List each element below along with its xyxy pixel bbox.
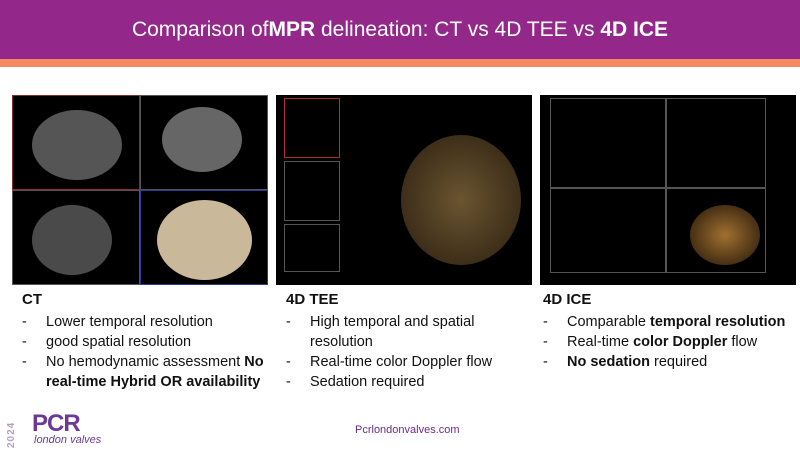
- bullet-text: No sedation required: [567, 352, 707, 372]
- bullet-item: - High temporal and spatial resolution: [286, 312, 536, 352]
- column-title: 4D TEE: [286, 291, 339, 308]
- bullet-text: Lower temporal resolution: [46, 312, 213, 332]
- bullet-dash: -: [22, 354, 27, 370]
- bullet-text: Comparable temporal resolution: [567, 312, 785, 332]
- bullet-text: Sedation required: [310, 372, 424, 392]
- bullet-dash: -: [543, 354, 548, 370]
- accent-stripe: [0, 59, 800, 67]
- bullet-text: Real-time color Doppler flow: [567, 332, 757, 352]
- bullet-segment: High temporal and spatial resolution: [310, 314, 479, 350]
- ice-4d-image: [540, 95, 796, 285]
- bullet-text: Real-time color Doppler flow: [310, 352, 492, 372]
- bullet-segment: Real-time color Doppler flow: [310, 354, 493, 370]
- bullet-item: - No sedation required: [543, 352, 793, 372]
- bullet-text: good spatial resolution: [46, 332, 191, 352]
- bullet-dash: -: [286, 314, 291, 330]
- bullet-item: - good spatial resolution: [22, 332, 272, 352]
- bullet-segment: No hemodynamic assessment: [46, 354, 245, 370]
- bullet-item: - No hemodynamic assessment No real-time …: [22, 352, 272, 392]
- bullet-item: - Comparable temporal resolution: [543, 312, 793, 332]
- bullet-dash: -: [286, 354, 291, 370]
- bullet-segment: good spatial resolution: [46, 334, 192, 350]
- bullet-item: - Real-time color Doppler flow: [543, 332, 793, 352]
- bullet-item: - Sedation required: [286, 372, 536, 392]
- ct-column: CT - Lower temporal resolution - good spatia…: [22, 290, 272, 392]
- bullet-segment: Comparable: [567, 314, 651, 330]
- bullet-segment: color Doppler: [633, 334, 728, 350]
- footer-url[interactable]: Pcrlondonvalves.com: [355, 424, 460, 436]
- bullet-segment: flow: [727, 334, 758, 350]
- bullet-segment: No sedation: [567, 354, 650, 370]
- column-title: CT: [22, 291, 42, 308]
- bullet-item: - Lower temporal resolution: [22, 312, 272, 332]
- bullet-segment: required: [649, 354, 708, 370]
- bullet-dash: -: [543, 314, 548, 330]
- tee-4d-image: [276, 95, 532, 285]
- ct-mpr-image: [12, 95, 268, 285]
- bullet-segment: Lower temporal resolution: [46, 314, 213, 330]
- bullet-dash: -: [22, 314, 27, 330]
- ice-column: 4D ICE - Comparable temporal resolution - Re…: [543, 290, 793, 372]
- bullet-dash: -: [22, 334, 27, 350]
- bullet-text: No hemodynamic assessment No real-time H…: [46, 352, 272, 392]
- bullet-dash: -: [286, 374, 291, 390]
- pcr-logo: 2024 PCR london valves: [6, 410, 102, 448]
- bullet-segment: Real-time: [567, 334, 634, 350]
- bullet-segment: No real-time Hybrid OR availability: [46, 354, 268, 390]
- tee-column: 4D TEE - High temporal and spatial resolut…: [286, 290, 536, 392]
- bullet-item: - Real-time color Doppler flow: [286, 352, 536, 372]
- bullet-dash: -: [543, 334, 548, 350]
- slide-title: Comparison of MPR delineation: CT vs 4D …: [0, 0, 800, 59]
- bullet-segment: temporal resolution: [650, 314, 786, 330]
- bullet-text: High temporal and spatial resolution: [310, 312, 536, 352]
- bullet-segment: Sedation required: [310, 374, 425, 390]
- column-title: 4D ICE: [543, 291, 592, 308]
